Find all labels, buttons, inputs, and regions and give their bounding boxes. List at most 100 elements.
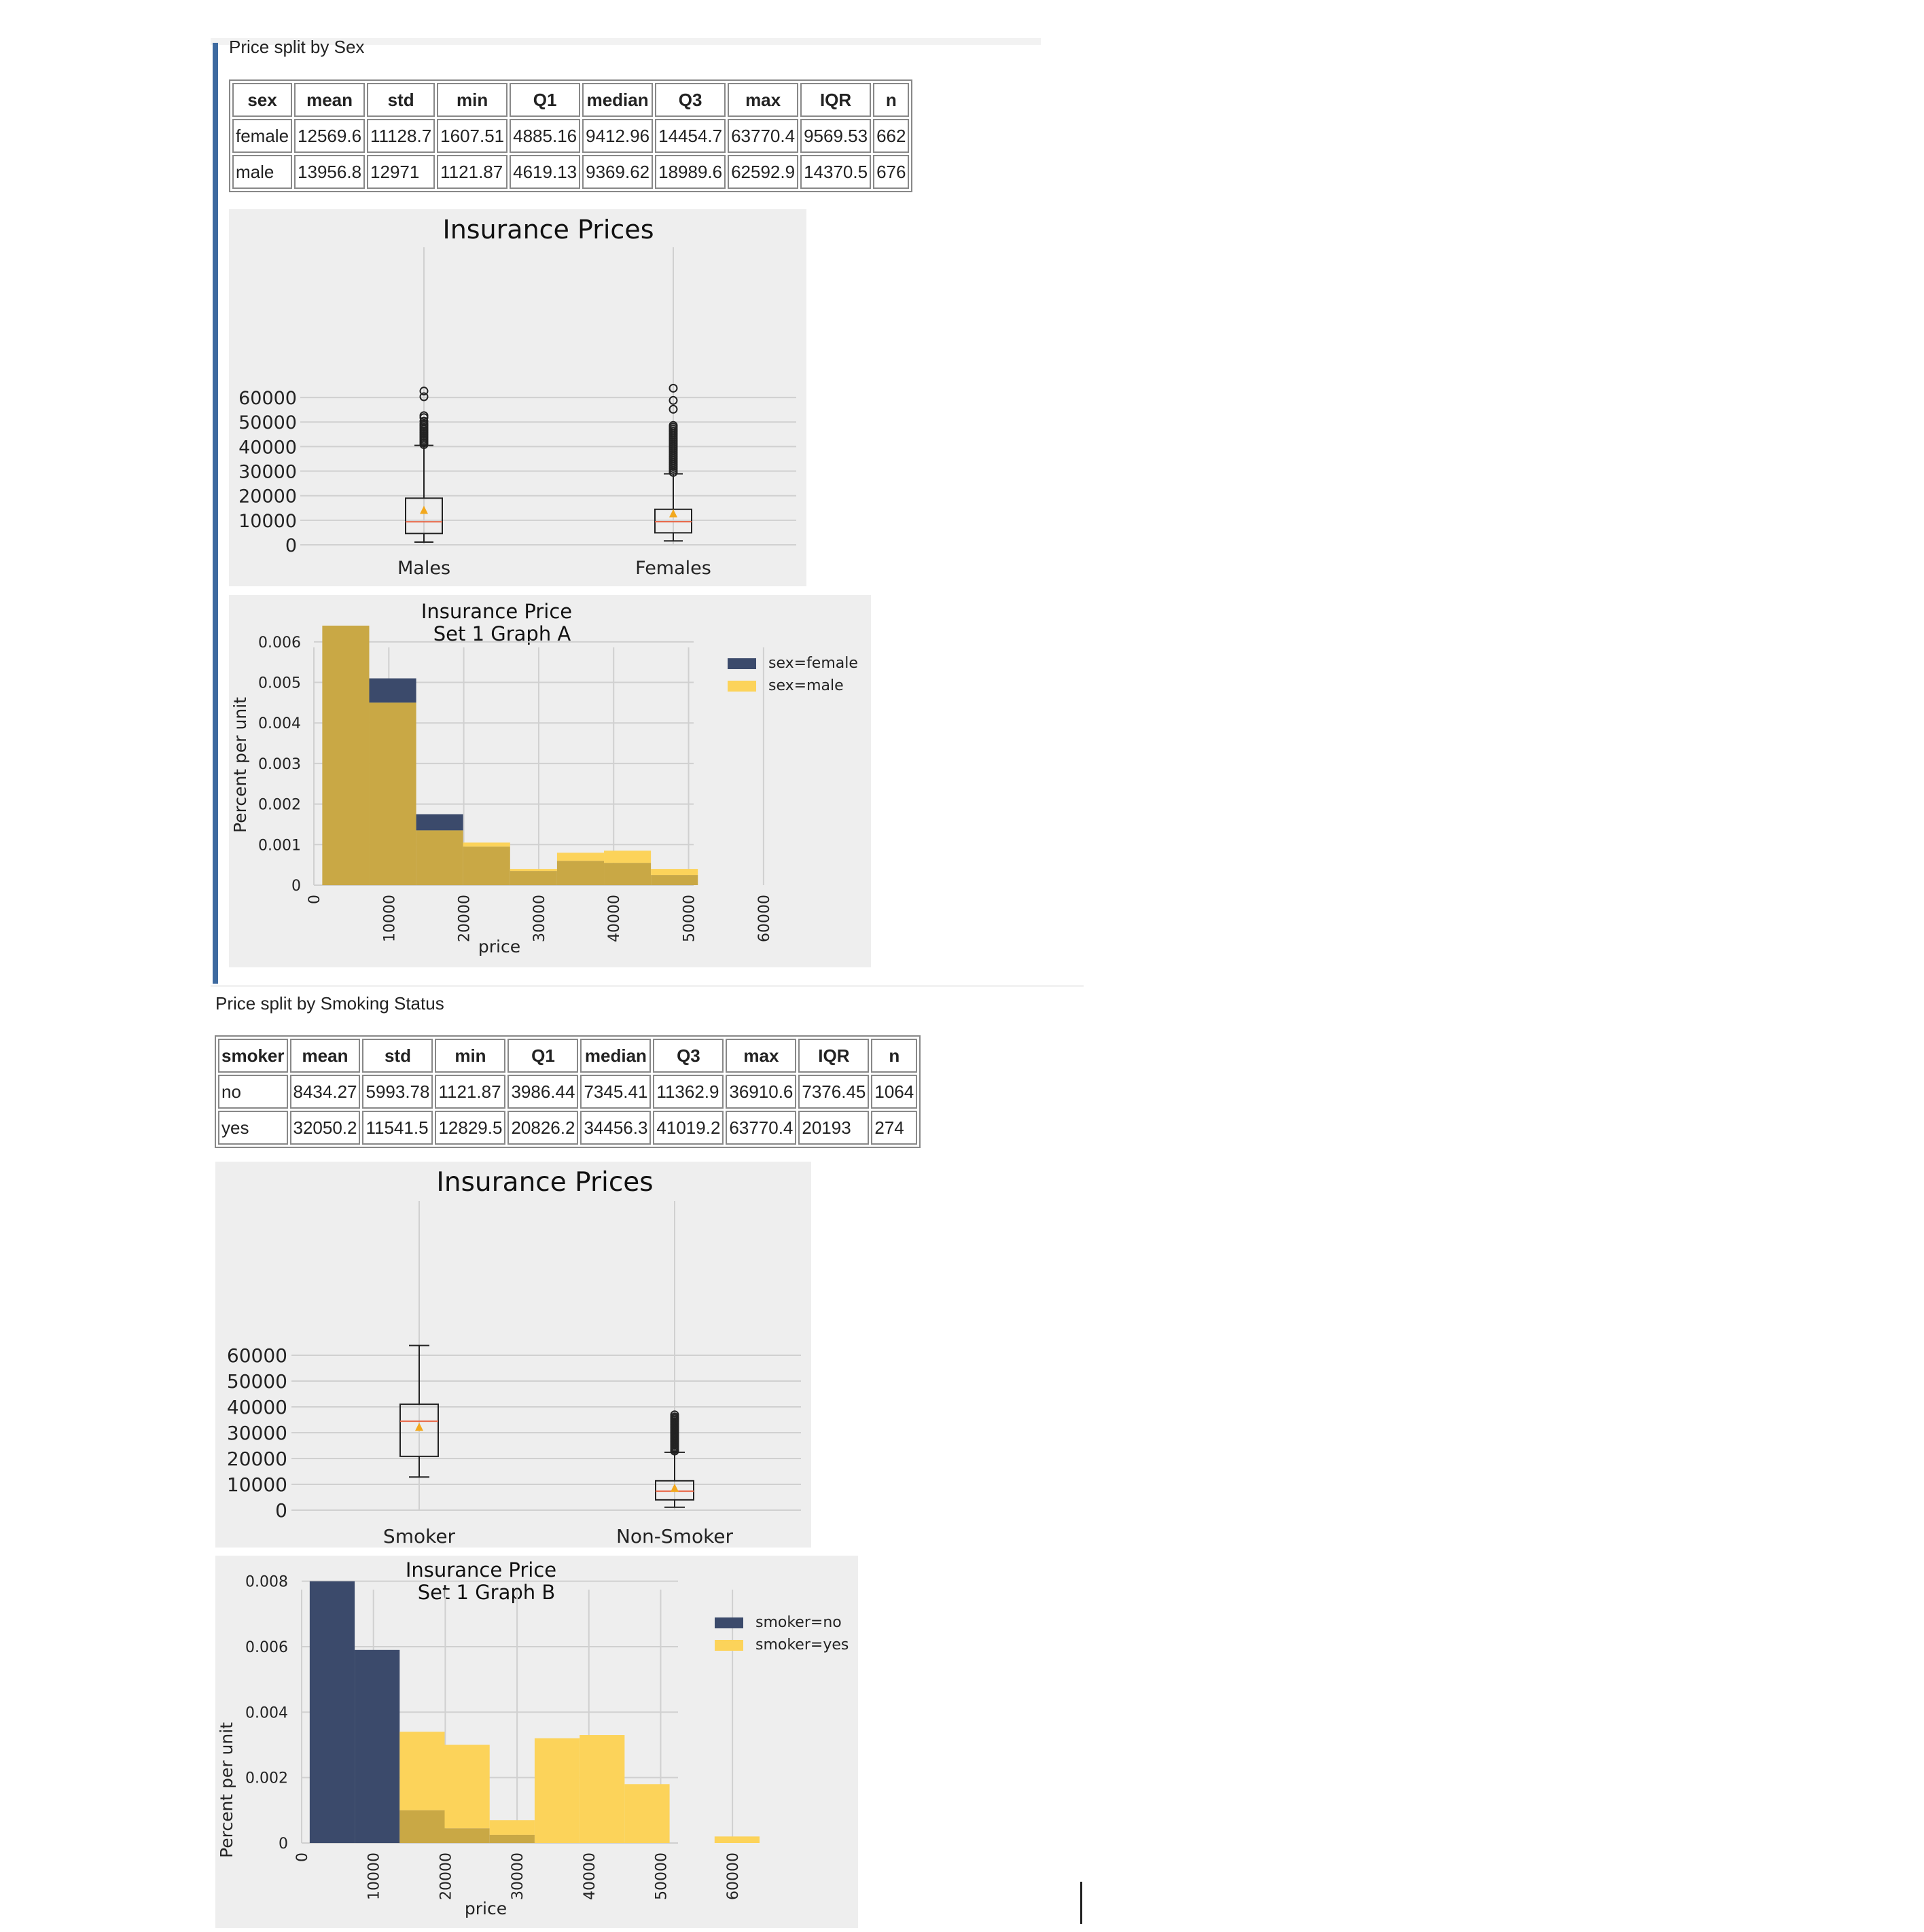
notebook-divider <box>211 985 1084 987</box>
sex-column-header: max <box>728 83 799 117</box>
sex-table-cell: 12569.6 <box>294 119 366 153</box>
text-cursor <box>1080 1882 1082 1924</box>
smoker-column-header: mean <box>289 1039 361 1073</box>
outlier-point <box>419 392 429 401</box>
smoker-table-cell: 63770.4 <box>726 1111 797 1145</box>
sex-table-cell: 62592.9 <box>728 155 799 189</box>
sex-column-header: sex <box>232 83 293 117</box>
sex-table-cell: 1121.87 <box>437 155 508 189</box>
smoker-table-cell: 7376.45 <box>798 1075 870 1109</box>
box-iqr <box>399 1403 439 1457</box>
box-iqr <box>655 1480 694 1501</box>
y-tick-label: 10000 <box>238 511 297 532</box>
y-tick-label: 0.002 <box>258 797 301 814</box>
smoker-table-row: no 8434.27 5993.78 1121.87 3986.44 7345.41 113… <box>218 1075 918 1109</box>
smoker-table-cell: yes <box>218 1111 288 1145</box>
boxplot-chart-smoker: Insurance Prices 0 10000 20000 30000 40000 500… <box>227 1167 801 1548</box>
legend-swatch <box>715 1640 743 1651</box>
x-tick-label: 0 <box>306 895 323 904</box>
histogram-bar-overlap <box>399 1810 445 1843</box>
histogram-bar-smoker=yes <box>489 1820 535 1835</box>
y-tick-label: 10000 <box>227 1473 287 1496</box>
smoker-column-header: n <box>871 1039 918 1073</box>
y-tick-label: 0.004 <box>258 715 301 732</box>
histogram-panel-smoker: Insurance Price Set 1 Graph B 0 10000 20000 3… <box>215 1556 858 1928</box>
smoker-table-cell: 20193 <box>798 1111 870 1145</box>
y-tick-label: 50000 <box>227 1370 287 1393</box>
outlier-point <box>669 383 678 393</box>
y-tick-label: 0.008 <box>245 1574 288 1591</box>
outlier-point <box>669 404 678 414</box>
histogram-bar-sex=male <box>556 853 605 861</box>
smoker-table-cell: no <box>218 1075 288 1109</box>
chart-title: Insurance Prices <box>436 1167 653 1198</box>
sex-table-cell: 63770.4 <box>728 119 799 153</box>
smoker-table-cell: 1121.87 <box>435 1075 506 1109</box>
x-tick-label: 30000 <box>510 1853 527 1900</box>
legend-swatch <box>715 1617 743 1628</box>
histogram-bar-sex=female <box>369 678 416 703</box>
x-category-label: Non-Smoker <box>616 1525 734 1548</box>
chart-title: Set 1 Graph B <box>418 1581 556 1604</box>
y-tick-label: 30000 <box>227 1422 287 1444</box>
histogram-bar-smoker=yes <box>580 1735 625 1843</box>
smoker-column-header: Q1 <box>507 1039 579 1073</box>
legend-entry: sex=male <box>768 677 844 694</box>
smoker-table-cell: 11541.5 <box>362 1111 433 1145</box>
x-category-label: Females <box>635 558 711 579</box>
histogram-bar-smoker=yes <box>444 1745 490 1829</box>
y-tick-label: 0.005 <box>258 675 301 692</box>
notebook-top-divider <box>211 38 1041 45</box>
x-axis-label: price <box>465 1899 507 1918</box>
y-tick-label: 0 <box>285 535 297 556</box>
smoker-table-cell: 36910.6 <box>726 1075 797 1109</box>
mean-marker <box>671 1483 679 1492</box>
smoker-column-header: smoker <box>218 1039 288 1073</box>
histogram-bar-smoker=yes <box>534 1738 580 1843</box>
smoker-table-cell: 32050.2 <box>289 1111 361 1145</box>
histogram-bar-overlap <box>369 702 416 885</box>
x-tick-label: 40000 <box>582 1853 599 1900</box>
smoker-column-header: IQR <box>798 1039 870 1073</box>
legend-entry: smoker=yes <box>755 1636 849 1653</box>
y-tick-label: 0.006 <box>258 634 301 651</box>
smoker-table-cell: 5993.78 <box>362 1075 433 1109</box>
x-tick-label: 0 <box>294 1853 311 1862</box>
x-tick-label: 10000 <box>381 895 398 942</box>
sex-table-row: female 12569.6 11128.7 1607.51 4885.16 9412.9… <box>232 119 910 153</box>
outlier-point <box>669 421 678 430</box>
smoker-table-cell: 11362.9 <box>653 1075 724 1109</box>
sex-table-cell: male <box>232 155 293 189</box>
y-tick-label: 20000 <box>238 486 297 507</box>
x-tick-label: 30000 <box>531 895 548 942</box>
smoker-column-header: max <box>726 1039 797 1073</box>
y-tick-label: 0 <box>275 1499 287 1522</box>
sex-header-row: sex mean std min Q1 median Q3 max IQR n <box>232 83 910 117</box>
y-tick-label: 40000 <box>238 437 297 458</box>
y-tick-label: 0.004 <box>245 1704 288 1721</box>
x-tick-label: 20000 <box>457 895 474 942</box>
boxplot-chart-sex: Insurance Prices 0 10000 20000 30000 40000 500… <box>238 215 796 579</box>
histogram-bar-overlap <box>444 1828 490 1843</box>
histogram-bar-overlap <box>651 875 698 885</box>
smoker-table-cell: 7345.41 <box>580 1075 652 1109</box>
outlier-point <box>419 419 429 429</box>
y-tick-label: 30000 <box>238 462 297 483</box>
y-tick-label: 0.001 <box>258 837 301 854</box>
boxplot-panel-smoker: Insurance Prices 0 10000 20000 30000 40000 500… <box>215 1162 811 1548</box>
smoker-table-cell: 274 <box>871 1111 918 1145</box>
x-tick-label: 10000 <box>366 1853 383 1900</box>
sex-table-cell: 14370.5 <box>800 155 872 189</box>
boxplot-panel-sex: Insurance Prices 0 10000 20000 30000 40000 500… <box>229 209 806 586</box>
mean-marker <box>420 505 428 514</box>
sex-table-cell: 18989.6 <box>655 155 726 189</box>
x-category-label: Smoker <box>383 1525 456 1548</box>
y-tick-label: 60000 <box>238 388 297 409</box>
x-tick-label: 50000 <box>653 1853 670 1900</box>
outlier-point <box>419 411 429 421</box>
legend-entry: smoker=no <box>755 1614 842 1631</box>
histogram-bar-overlap <box>489 1834 535 1843</box>
sex-table-cell: 4619.13 <box>510 155 581 189</box>
histogram-bar-smoker=no <box>309 1581 355 1843</box>
